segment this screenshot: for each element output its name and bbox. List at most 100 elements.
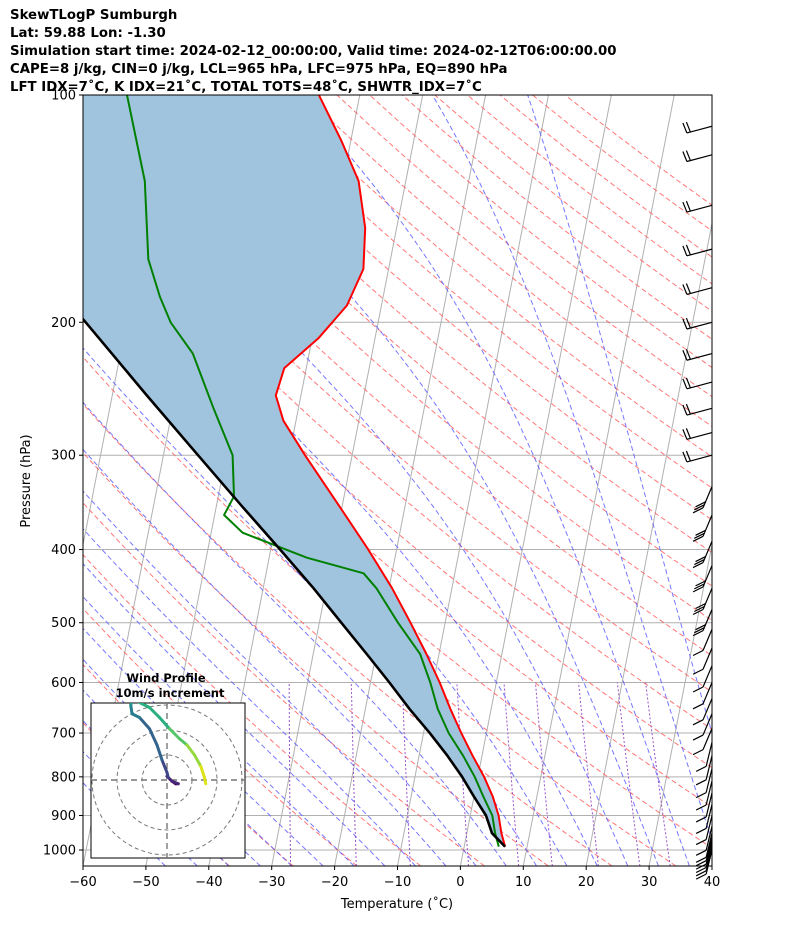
wind-barb-staff [705, 768, 713, 793]
isotherm-line [334, 95, 487, 866]
simulation-times: Simulation start time: 2024-02-12_00:00:… [10, 43, 617, 59]
hodograph-trace-segment [168, 727, 181, 741]
wind-barb-staff [702, 628, 713, 651]
hodograph-trace-segment [148, 706, 161, 719]
wind-barb [682, 428, 713, 440]
wind-barb-staff [705, 833, 713, 858]
hodograph-trace-segment [203, 776, 208, 786]
wind-barb-flag [694, 532, 705, 539]
wind-barb-flag [695, 529, 706, 536]
temperature-line [274, 95, 507, 847]
moist-adiabat-line [166, 95, 659, 866]
x-tick-label: −30 [258, 875, 285, 890]
wind-barb-flag [682, 404, 688, 416]
wind-barb-flag [695, 860, 707, 867]
wind-barb-flag [695, 765, 707, 772]
moist-adiabat-line [527, 95, 712, 735]
wind-barb-flag [685, 121, 691, 133]
wind-barb-flag [685, 200, 691, 212]
wind-barb [682, 121, 713, 134]
dry-adiabat-line [564, 95, 712, 206]
mixing-ratio-line [456, 682, 469, 866]
wind-barb-staff [705, 792, 713, 818]
wind-barb-staff [702, 587, 713, 610]
hodograph-trace-segment [158, 716, 171, 731]
hodograph-trace-segment [160, 758, 169, 774]
wind-barb-flag [692, 608, 704, 616]
cape-area [83, 95, 506, 847]
y-axis-label: Pressure (hPa) [19, 434, 34, 527]
parcel-line [83, 317, 507, 848]
y-tick-label: 200 [51, 316, 76, 331]
wind-barb-flag [695, 556, 706, 563]
dewpoint-line [126, 95, 500, 847]
y-tick-label: 300 [51, 449, 76, 464]
dry-adiabat-line [238, 95, 712, 489]
isotherm-line [522, 95, 675, 866]
wind-barb-flag [682, 151, 688, 162]
wind-barb-flag [694, 605, 705, 613]
wind-barb [692, 587, 713, 616]
x-tick-label: −20 [321, 875, 348, 890]
mixing-ratio-line [578, 682, 599, 866]
isotherm-line [271, 95, 424, 866]
dry-adiabat-line [83, 266, 712, 808]
wind-barb [695, 815, 713, 846]
wind-barb-flag [695, 827, 707, 834]
isotherm-line [711, 863, 712, 866]
wind-barb-flag [685, 283, 691, 294]
wind-barb [695, 804, 713, 834]
wind-barb-staff [702, 713, 713, 736]
wind-barb-staff [686, 154, 713, 163]
y-tick-label: 400 [51, 543, 76, 558]
wind-barb-flag [695, 624, 706, 631]
chart-title: SkewTLogP Sumburgh [10, 8, 178, 23]
wind-barb [695, 849, 713, 880]
dry-adiabat-line [83, 554, 422, 866]
dry-adiabat-line [466, 95, 712, 285]
wind-barb [695, 792, 713, 823]
dry-adiabat-line [83, 141, 712, 693]
wind-barb-staff [705, 815, 713, 840]
x-axis-ticks: −60 −50 −40 −30 −20 −10 0 10 20 30 40 [69, 866, 720, 890]
mixing-ratio-line [616, 682, 641, 866]
wind-barb-flag [694, 559, 705, 566]
moist-adiabat-line [83, 206, 598, 866]
dry-adiabat-line [83, 102, 712, 657]
wind-barb-flag [695, 816, 707, 823]
wind-barb [695, 768, 713, 799]
moist-adiabat-line [83, 490, 447, 866]
moist-adiabat-line [83, 627, 324, 866]
wind-barb [682, 317, 713, 330]
wind-barb-staff [705, 742, 713, 767]
y-tick-label: 700 [51, 727, 76, 742]
wind-barb-staff [686, 381, 713, 390]
wind-barb-flag [695, 779, 707, 786]
hodograph-inset: Wind Profile 10m/s increment [90, 671, 246, 859]
x-tick-label: −60 [69, 875, 96, 890]
hodograph-title: Wind Profile [126, 671, 206, 685]
chart-header: SkewTLogP Sumburgh Lat: 59.88 Lon: -1.30… [10, 7, 617, 97]
station-location: Lat: 59.88 Lon: -1.30 [10, 25, 166, 41]
hodograph-trace-segment [199, 764, 206, 779]
wind-barb-staff [686, 125, 713, 134]
mixing-ratio-line [645, 682, 671, 866]
wind-barb [695, 780, 713, 811]
wind-barb [682, 150, 713, 163]
wind-barb-flag [692, 630, 704, 637]
wind-barb-flag [692, 507, 704, 514]
wind-barb-staff [702, 665, 713, 688]
cape-cin-levels: CAPE=8 j/kg, CIN=0 j/kg, LCL=965 hPa, LF… [10, 61, 508, 77]
mixing-ratio-line [350, 682, 357, 866]
dry-adiabat-line [83, 223, 712, 769]
wind-barb [695, 826, 713, 856]
x-axis-label: Temperature (˚C) [340, 896, 453, 912]
dry-adiabat-line [434, 95, 712, 312]
wind-barb [692, 647, 713, 675]
wind-barb-flag [695, 602, 706, 610]
wind-barb [692, 628, 713, 657]
wind-barb-flag [682, 350, 688, 361]
wind-barb-staff [705, 804, 713, 829]
dry-adiabat-line [206, 95, 712, 521]
